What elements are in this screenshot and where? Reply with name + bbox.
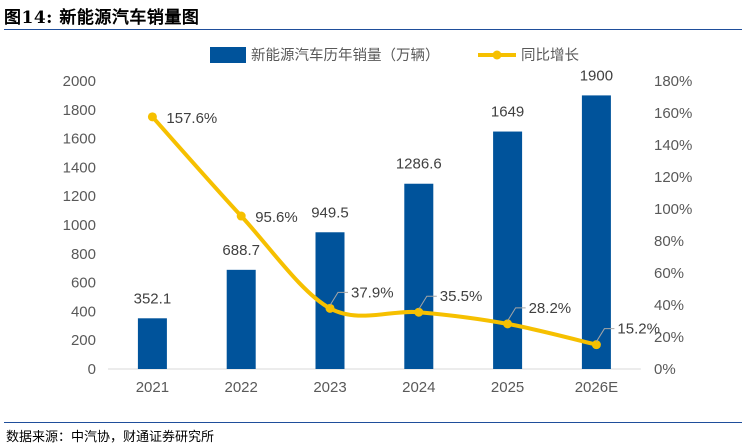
growth-leader-line (507, 307, 526, 322)
bar-series (137, 95, 611, 370)
data-labels: 352.1 688.7 949.5 1286.6 1649 1900 157.6% 95.6%… (134, 67, 660, 342)
figure-title: 图14: 新能源汽车销量图 (4, 8, 200, 28)
growth-value-label: 95.6% (255, 209, 298, 226)
left-axis: 0 200 400 600 800 1000 1200 1400 1600 1800 2000 (63, 73, 96, 378)
x-tick-label: 2026E (575, 379, 618, 396)
bar-2021 (137, 318, 167, 369)
y-tick-label: 1200 (63, 188, 96, 205)
y2-tick-label: 40% (654, 297, 684, 314)
legend-bar-label: 新能源汽车历年销量（万辆） (251, 47, 440, 64)
x-axis: 2021 2022 2023 2024 2025 2026E (108, 368, 641, 396)
growth-leader-line (329, 291, 348, 306)
x-tick-label: 2024 (402, 379, 435, 396)
line-series (147, 112, 601, 350)
source-note: 数据来源：中汽协，财通证券研究所 (6, 430, 215, 445)
growth-value-label: 157.6% (166, 110, 217, 127)
bar-2024 (404, 183, 434, 369)
legend-line-label: 同比增长 (521, 47, 579, 64)
x-tick-label: 2021 (136, 379, 169, 396)
y-tick-label: 1600 (63, 131, 96, 148)
right-axis: 0% 20% 40% 60% 80% 100% 120% 140% 160% 180% (654, 73, 692, 378)
y2-tick-label: 80% (654, 233, 684, 250)
chart-legend: 新能源汽车历年销量（万辆） 同比增长 (210, 47, 579, 64)
bar-value-label: 688.7 (222, 242, 260, 259)
y-tick-label: 200 (71, 332, 96, 349)
bar-2022 (226, 269, 256, 369)
growth-leader-line (595, 328, 615, 342)
growth-point-2026E (591, 340, 601, 350)
growth-value-label: 28.2% (529, 300, 572, 317)
legend-bar-swatch (210, 47, 246, 63)
bar-2026E (581, 95, 611, 370)
bar-value-label: 352.1 (134, 290, 172, 307)
growth-point-2023 (325, 303, 335, 313)
x-tick-label: 2023 (313, 379, 346, 396)
y2-tick-label: 160% (654, 105, 692, 122)
y-tick-label: 1400 (63, 159, 96, 176)
y-tick-label: 2000 (63, 73, 96, 90)
y-tick-label: 800 (71, 246, 96, 263)
growth-point-2022 (236, 211, 246, 221)
x-tick-label: 2022 (225, 379, 258, 396)
bar-value-label: 1286.6 (396, 156, 442, 173)
y-tick-label: 400 (71, 303, 96, 320)
y2-tick-label: 120% (654, 169, 692, 186)
source-rule (4, 422, 742, 423)
legend-line-marker (492, 50, 502, 60)
y2-tick-label: 60% (654, 265, 684, 282)
bar-value-label: 1649 (491, 104, 524, 121)
bar-value-label: 949.5 (311, 204, 349, 221)
y2-tick-label: 0% (654, 361, 676, 378)
y-tick-label: 0 (88, 361, 96, 378)
growth-point-2021 (147, 112, 157, 122)
bar-2025 (493, 131, 523, 369)
y-tick-label: 1800 (63, 102, 96, 119)
y2-tick-label: 180% (654, 73, 692, 90)
y-tick-label: 600 (71, 275, 96, 292)
growth-value-label: 37.9% (351, 284, 394, 301)
y2-tick-label: 100% (654, 201, 692, 218)
y2-tick-label: 140% (654, 137, 692, 154)
growth-point-2024 (414, 307, 424, 317)
y2-tick-label: 20% (654, 329, 684, 346)
growth-value-label: 35.5% (440, 288, 483, 305)
title-rule (4, 29, 742, 30)
bar-value-label: 1900 (580, 67, 613, 84)
x-tick-label: 2025 (491, 379, 524, 396)
growth-value-label: 15.2% (617, 321, 660, 338)
growth-leader-line (418, 295, 437, 310)
y-tick-label: 1000 (63, 217, 96, 234)
growth-point-2025 (503, 319, 513, 329)
